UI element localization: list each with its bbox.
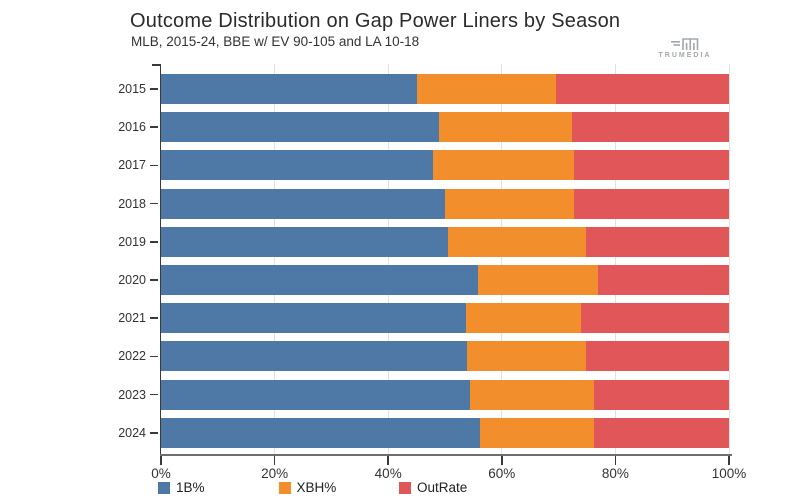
bar-row-2019 bbox=[161, 226, 729, 257]
y-tick-2016 bbox=[150, 126, 158, 128]
x-axis-label-20%: 20% bbox=[261, 466, 289, 481]
bar-segment-2017-XBH%[interactable] bbox=[433, 150, 574, 181]
legend-swatch-XBH% bbox=[278, 482, 291, 494]
legend-item-1B%[interactable]: 1B% bbox=[158, 480, 279, 496]
bar-row-2015 bbox=[161, 74, 729, 104]
bar-segment-2018-1B%[interactable] bbox=[161, 188, 445, 219]
bar-segment-2016-OutRate[interactable] bbox=[572, 112, 729, 143]
y-axis-label-2024: 2024 bbox=[118, 425, 146, 440]
x-tick-20% bbox=[273, 456, 276, 465]
bar-segment-2024-1B%[interactable] bbox=[161, 417, 480, 448]
bar-segment-2019-1B%[interactable] bbox=[161, 226, 449, 257]
x-axis-label-80%: 80% bbox=[601, 466, 629, 481]
bar-segment-2017-OutRate[interactable] bbox=[573, 150, 729, 181]
x-tick-100% bbox=[728, 456, 730, 465]
bar-segment-2023-1B%[interactable] bbox=[161, 379, 470, 410]
chart-subtitle: MLB, 2015-24, BBE w/ EV 90-105 and LA 10… bbox=[131, 34, 420, 49]
bar-segment-2021-1B%[interactable] bbox=[161, 303, 467, 334]
x-axis-label-60%: 60% bbox=[488, 466, 516, 481]
legend-label-OutRate: OutRate bbox=[417, 480, 468, 495]
y-axis-label-2023: 2023 bbox=[118, 387, 146, 402]
bar-segment-2021-OutRate[interactable] bbox=[581, 303, 729, 334]
trumedia-logo: TRUMEDIA bbox=[655, 36, 715, 59]
bar-segment-2022-1B%[interactable] bbox=[161, 341, 468, 372]
bar-row-2022 bbox=[161, 341, 729, 372]
y-axis-label-2016: 2016 bbox=[118, 120, 146, 135]
y-axis-line bbox=[159, 64, 161, 454]
y-axis-label-2017: 2017 bbox=[118, 158, 146, 173]
chart-title: Outcome Distribution on Gap Power Liners… bbox=[130, 10, 621, 32]
bar-segment-2022-XBH%[interactable] bbox=[467, 341, 587, 372]
bar-segment-2018-XBH%[interactable] bbox=[445, 188, 574, 219]
gridline bbox=[501, 64, 503, 454]
y-axis-label-2020: 2020 bbox=[118, 273, 146, 287]
bar-segment-2023-OutRate[interactable] bbox=[593, 379, 729, 410]
bar-segment-2016-1B%[interactable] bbox=[161, 112, 439, 143]
bar-row-2016 bbox=[161, 112, 729, 143]
gridline bbox=[387, 64, 389, 454]
trumedia-logo-text: TRUMEDIA bbox=[658, 52, 712, 59]
bar-segment-2019-XBH%[interactable] bbox=[448, 226, 587, 257]
gridline bbox=[728, 64, 730, 454]
bar-segment-2020-1B%[interactable] bbox=[161, 265, 478, 295]
y-axis-label-2019: 2019 bbox=[118, 234, 146, 249]
bar-row-2018 bbox=[161, 188, 729, 219]
legend-swatch-OutRate bbox=[399, 482, 411, 494]
y-tick-2015 bbox=[150, 88, 158, 90]
bar-segment-2016-XBH%[interactable] bbox=[438, 112, 573, 143]
gridline bbox=[614, 64, 616, 454]
bar-segment-2023-XBH%[interactable] bbox=[469, 379, 594, 410]
bar-row-2024 bbox=[161, 417, 729, 448]
bar-segment-2015-1B%[interactable] bbox=[161, 74, 417, 104]
x-axis-label-100%: 100% bbox=[711, 466, 747, 481]
x-axis-label-0%: 0% bbox=[151, 466, 171, 481]
bar-segment-2021-XBH%[interactable] bbox=[466, 303, 582, 334]
y-tick-2020 bbox=[150, 279, 158, 281]
trumedia-logo-icon bbox=[671, 38, 699, 50]
bar-segment-2024-OutRate[interactable] bbox=[593, 417, 729, 448]
y-tick-2017 bbox=[150, 164, 158, 167]
x-tick-60% bbox=[501, 456, 503, 465]
legend-label-1B%: 1B% bbox=[176, 480, 205, 495]
bar-segment-2017-1B%[interactable] bbox=[161, 150, 434, 181]
x-tick-80% bbox=[614, 456, 617, 465]
y-tick-2018 bbox=[150, 202, 158, 205]
bar-row-2017 bbox=[161, 150, 729, 181]
legend-label-XBH%: XBH% bbox=[296, 480, 337, 495]
bar-row-2023 bbox=[161, 379, 729, 410]
y-axis-label-2022: 2022 bbox=[118, 349, 146, 364]
bar-segment-2020-XBH%[interactable] bbox=[477, 265, 599, 295]
y-axis-label-2021: 2021 bbox=[118, 311, 146, 326]
y-tick-2024 bbox=[150, 432, 158, 434]
y-axis-outer-tick bbox=[151, 64, 160, 66]
y-tick-2022 bbox=[150, 355, 158, 358]
bar-row-2020 bbox=[161, 265, 729, 295]
x-tick-0% bbox=[160, 456, 162, 465]
bar-segment-2019-OutRate[interactable] bbox=[586, 226, 729, 257]
bar-segment-2020-OutRate[interactable] bbox=[598, 265, 729, 295]
x-axis-label-40%: 40% bbox=[374, 466, 402, 481]
gridline bbox=[274, 64, 276, 454]
legend-item-OutRate[interactable]: OutRate bbox=[399, 480, 520, 496]
bar-segment-2022-OutRate[interactable] bbox=[586, 341, 729, 372]
y-tick-2023 bbox=[150, 393, 158, 396]
bar-segment-2018-OutRate[interactable] bbox=[573, 188, 729, 219]
chart-legend: 1B% XBH% OutRate bbox=[158, 480, 520, 496]
y-tick-2021 bbox=[150, 317, 158, 319]
y-tick-2019 bbox=[150, 241, 158, 243]
legend-item-XBH%[interactable]: XBH% bbox=[278, 480, 400, 496]
x-axis-line bbox=[159, 454, 732, 456]
y-axis-label-2015: 2015 bbox=[118, 82, 146, 96]
legend-swatch-1B% bbox=[158, 482, 170, 494]
bar-segment-2015-OutRate[interactable] bbox=[556, 74, 729, 104]
y-axis-label-2018: 2018 bbox=[118, 196, 146, 211]
bar-segment-2024-XBH%[interactable] bbox=[479, 417, 594, 448]
x-tick-40% bbox=[387, 456, 389, 465]
bar-segment-2015-XBH%[interactable] bbox=[416, 74, 557, 104]
bar-row-2021 bbox=[161, 303, 729, 334]
